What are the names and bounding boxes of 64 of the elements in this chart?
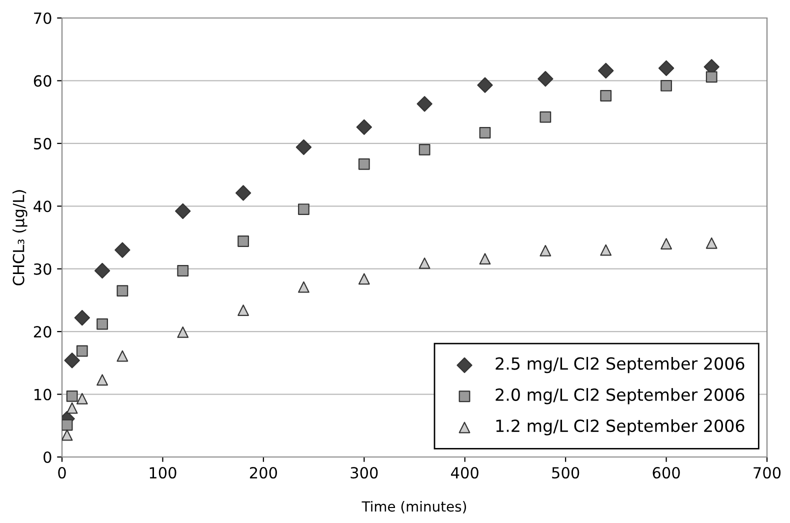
point [74, 310, 90, 326]
point [706, 71, 718, 83]
point [416, 96, 432, 112]
x-tick-label: 200 [250, 466, 277, 479]
x-tick-label: 0 [58, 466, 66, 479]
legend-label: 2.5 mg/L Cl2 September 2006 [496, 356, 744, 374]
point [600, 244, 612, 256]
point [477, 77, 493, 93]
point [96, 374, 108, 386]
y-tick-label: 50 [34, 138, 52, 150]
point [177, 265, 189, 276]
x-tick-label: 400 [451, 466, 478, 479]
point [358, 273, 370, 285]
x-tick-label: 300 [350, 466, 378, 479]
point [235, 185, 252, 201]
point [62, 419, 73, 431]
y-tick-label: 20 [34, 326, 52, 338]
point [479, 253, 491, 265]
point [116, 350, 128, 362]
x-tick-label: 500 [552, 466, 580, 479]
point [76, 392, 88, 404]
point [175, 203, 191, 219]
point [538, 70, 554, 87]
point [418, 258, 430, 269]
point [658, 60, 674, 76]
point [177, 326, 189, 338]
point [600, 90, 612, 102]
y-axis-title: CHCL₃ (µg/L) [12, 190, 28, 286]
y-tick-label: 70 [34, 12, 52, 24]
point [418, 144, 430, 156]
point [298, 281, 310, 293]
point [660, 238, 672, 250]
x-tick-label: 700 [754, 466, 781, 479]
point [238, 236, 249, 247]
x-axis-title: Time (minutes) [362, 500, 466, 514]
point [358, 158, 370, 170]
point [298, 204, 310, 215]
legend-label: 2.0 mg/L Cl2 September 2006 [496, 388, 744, 404]
y-tick-label: 10 [34, 388, 52, 400]
point [66, 402, 78, 414]
point [706, 237, 718, 249]
point [114, 242, 130, 258]
point [540, 111, 552, 123]
y-tick-label: 30 [34, 263, 52, 275]
point [660, 80, 672, 92]
point [66, 390, 78, 402]
point [296, 139, 312, 156]
y-tick-label: 60 [34, 75, 52, 87]
y-tick-label: 40 [34, 200, 52, 212]
point [64, 352, 80, 368]
point [62, 429, 73, 441]
point [94, 262, 110, 279]
legend-label: 1.2 mg/L Cl2 September 2006 [496, 419, 744, 436]
point [96, 318, 108, 330]
point [238, 304, 249, 316]
point [116, 285, 128, 297]
point [76, 345, 88, 357]
x-tick-label: 600 [652, 466, 680, 479]
point [540, 244, 552, 256]
y-tick-label: 0 [44, 451, 52, 464]
x-tick-label: 100 [150, 466, 176, 479]
point [479, 127, 491, 138]
point [356, 119, 372, 135]
point [598, 62, 614, 79]
